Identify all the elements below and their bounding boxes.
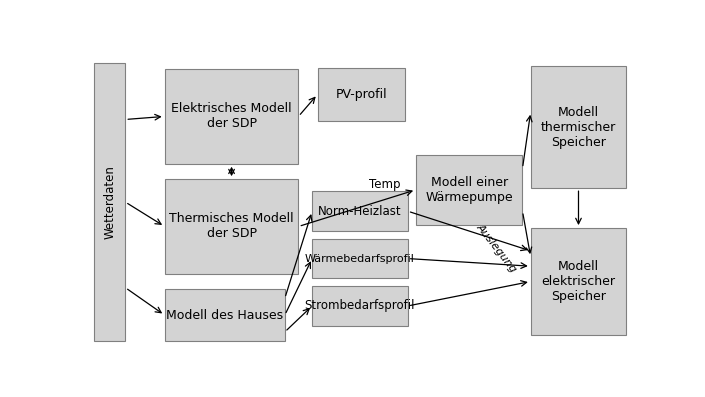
FancyBboxPatch shape <box>165 289 285 341</box>
Text: Wetterdaten: Wetterdaten <box>103 165 116 239</box>
FancyBboxPatch shape <box>312 239 407 278</box>
FancyBboxPatch shape <box>165 179 298 274</box>
FancyBboxPatch shape <box>531 228 626 335</box>
FancyBboxPatch shape <box>312 191 407 231</box>
Text: Modell einer
Wärmepumpe: Modell einer Wärmepumpe <box>425 176 513 204</box>
FancyBboxPatch shape <box>165 69 298 164</box>
Text: Modell
elektrischer
Speicher: Modell elektrischer Speicher <box>541 260 615 303</box>
Text: Elektrisches Modell
der SDP: Elektrisches Modell der SDP <box>171 102 292 131</box>
Text: Modell des Hauses: Modell des Hauses <box>166 308 283 322</box>
Text: Auslegung: Auslegung <box>475 222 519 274</box>
Text: Norm-Heizlast: Norm-Heizlast <box>318 205 402 218</box>
Text: Strombedarfsprofil: Strombedarfsprofil <box>305 299 415 312</box>
FancyBboxPatch shape <box>317 67 405 121</box>
Text: Wärmebedarfsprofil: Wärmebedarfsprofil <box>305 254 415 264</box>
Text: PV-profil: PV-profil <box>336 88 387 101</box>
Text: Temp: Temp <box>369 178 400 191</box>
FancyBboxPatch shape <box>416 155 522 225</box>
FancyBboxPatch shape <box>312 286 407 326</box>
Text: Thermisches Modell
der SDP: Thermisches Modell der SDP <box>169 212 294 241</box>
FancyBboxPatch shape <box>531 66 626 188</box>
FancyBboxPatch shape <box>94 63 125 341</box>
Text: Modell
thermischer
Speicher: Modell thermischer Speicher <box>541 106 616 148</box>
